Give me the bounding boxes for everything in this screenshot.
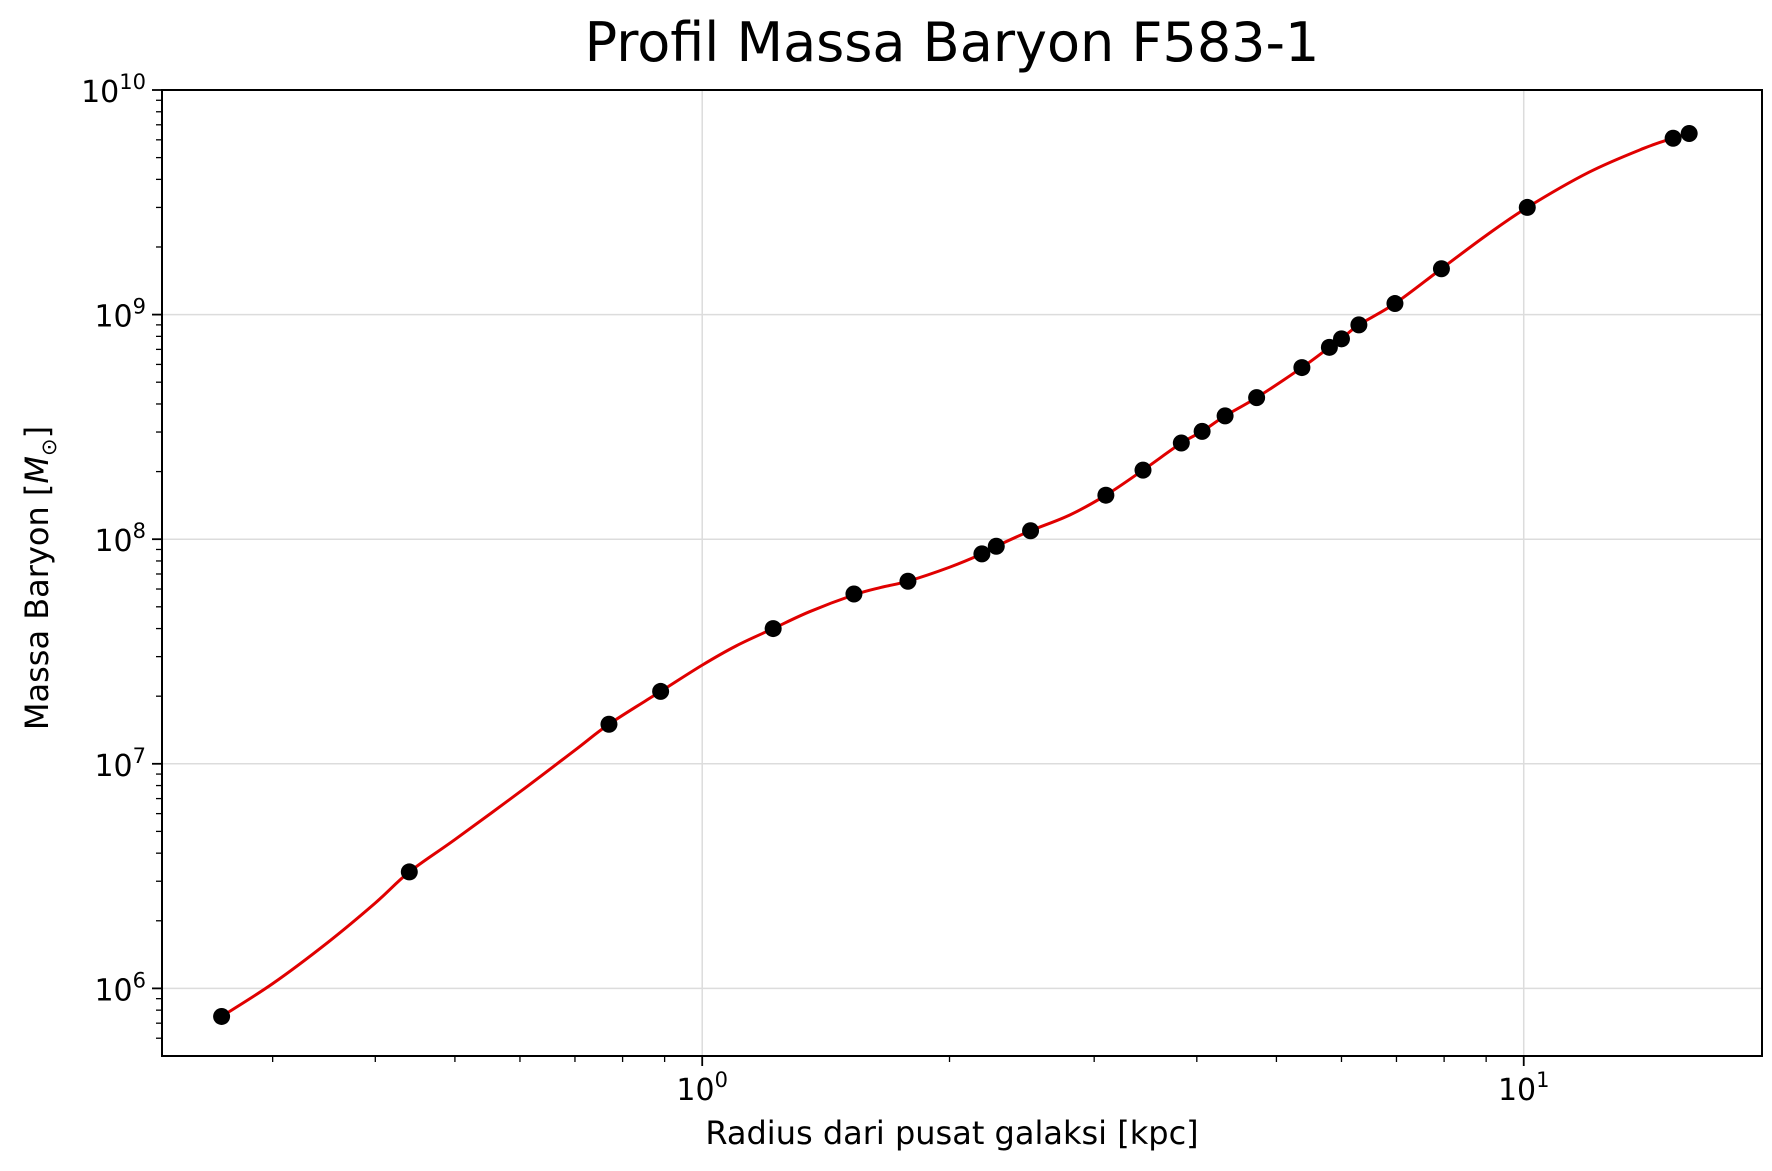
grid-layer [162, 89, 1762, 1056]
data-point [845, 585, 863, 603]
data-point [1172, 434, 1190, 452]
data-point [1193, 422, 1211, 440]
data-point [600, 715, 618, 733]
data-point [400, 863, 418, 881]
x-tick-label: 100 [676, 1068, 728, 1108]
data-point [1332, 330, 1350, 348]
y-tick-label: 1010 [81, 70, 146, 110]
data-point [213, 1007, 231, 1025]
y-tick-label: 108 [94, 519, 146, 559]
x-axis-label: Radius dari pusat galaksi [kpc] [705, 1114, 1198, 1152]
data-point [987, 537, 1005, 555]
y-tick-label: 106 [94, 968, 146, 1008]
data-point [1664, 129, 1682, 147]
data-point [1022, 522, 1040, 540]
minor-ticks [156, 99, 1487, 1062]
fit-layer [220, 132, 1690, 1018]
data-point [764, 620, 782, 638]
data-point [973, 545, 991, 563]
data-point [1097, 486, 1115, 504]
data-point [1386, 295, 1404, 313]
data-point [1293, 359, 1311, 377]
fit-line [220, 132, 1690, 1018]
x-ticks: 100 101 [676, 1056, 1550, 1108]
y-tick-label: 107 [94, 744, 146, 784]
data-point [1134, 461, 1152, 479]
data-point [1680, 125, 1698, 143]
data-point [899, 572, 917, 590]
y-tick-label: 109 [94, 295, 146, 335]
data-point [1518, 198, 1536, 216]
y-axis-label: Massa Baryon [M⊙] [18, 426, 61, 730]
data-point [1320, 338, 1338, 356]
x-tick-label: 101 [1498, 1068, 1550, 1108]
data-point [1248, 389, 1266, 407]
data-point [652, 682, 670, 700]
plot-frame [161, 89, 1763, 1057]
y-ticks: 106 107 108 109 1010 [81, 70, 162, 1008]
point-layer [213, 125, 1698, 1025]
chart-title: Profil Massa Baryon F583-1 [585, 11, 1320, 74]
data-point [1432, 260, 1450, 278]
data-point [1350, 316, 1368, 334]
data-point [1216, 407, 1234, 425]
